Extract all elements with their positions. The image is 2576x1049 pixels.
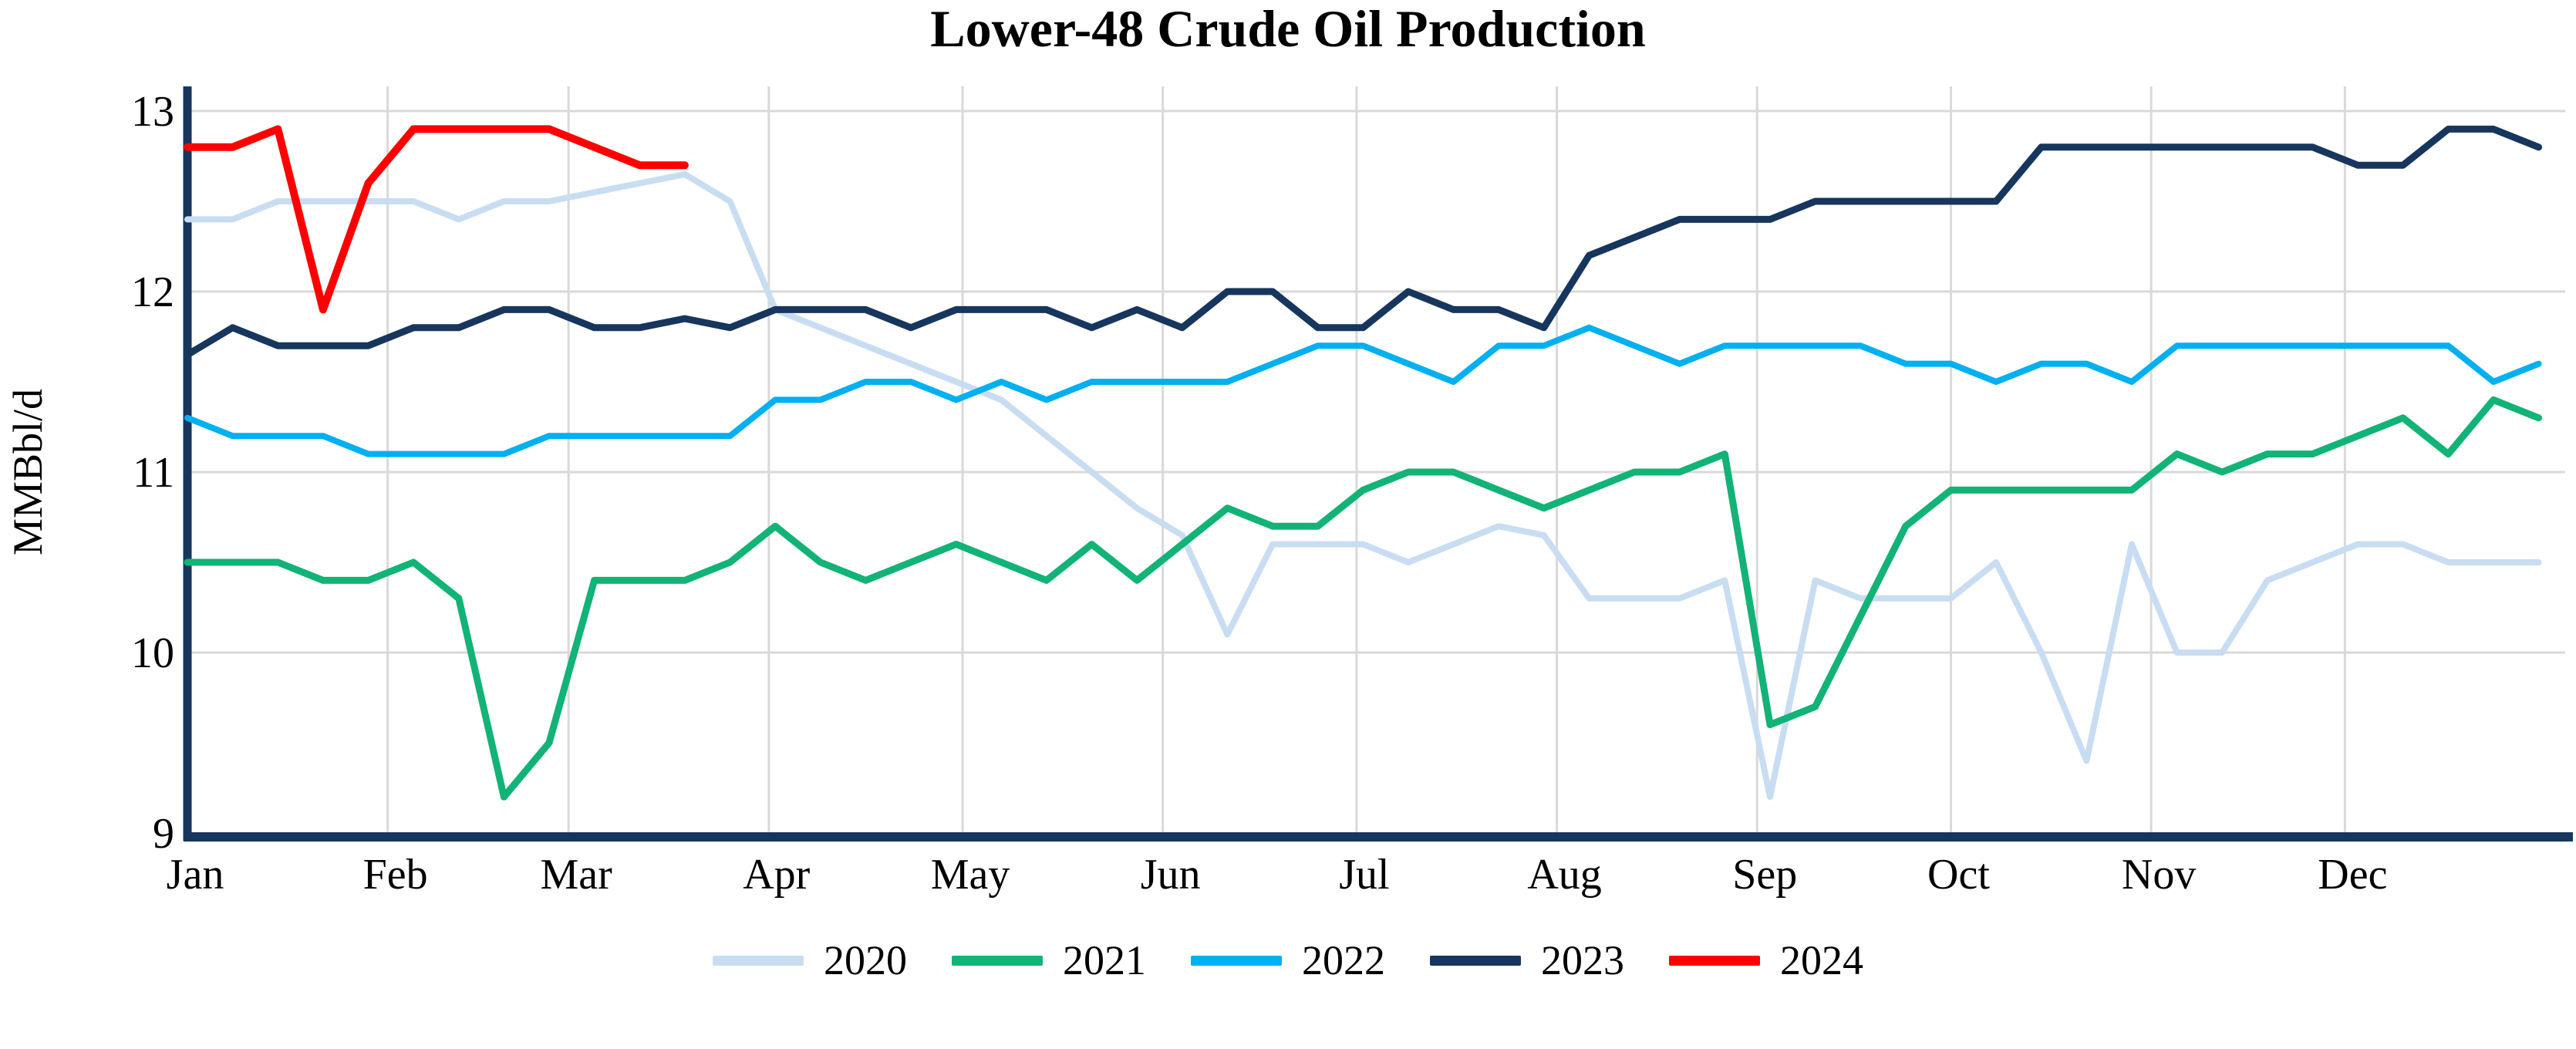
legend-swatch-2023 <box>1430 955 1521 966</box>
x-tick-aug: Aug <box>1527 851 1601 899</box>
legend-item-2022: 2022 <box>1191 939 1385 981</box>
y-tick-13: 13 <box>131 88 174 136</box>
legend-swatch-2021 <box>952 955 1043 966</box>
legend-label-2021: 2021 <box>1063 937 1146 983</box>
legend-item-2024: 2024 <box>1669 939 1863 981</box>
y-tick-12: 12 <box>131 268 174 316</box>
axes <box>183 86 2573 842</box>
series-line-2021 <box>184 396 2543 801</box>
y-tick-11: 11 <box>133 449 174 497</box>
x-tick-oct: Oct <box>1927 851 1990 899</box>
legend-label-2024: 2024 <box>1780 937 1863 983</box>
x-tick-apr: Apr <box>743 851 810 899</box>
y-axis-title: MMBbl/d <box>5 389 51 555</box>
chart-title: Lower-48 Crude Oil Production <box>930 0 1645 58</box>
legend-swatch-2020 <box>713 955 804 966</box>
y-tick-10: 10 <box>131 629 174 677</box>
legend-item-2021: 2021 <box>952 939 1146 981</box>
legend-label-2020: 2020 <box>824 937 907 983</box>
x-tick-may: May <box>931 851 1010 899</box>
series-line-2023 <box>184 125 2543 359</box>
series-line-2020 <box>184 170 2542 801</box>
series-line-2024 <box>184 125 689 314</box>
y-tick-9: 9 <box>153 810 174 858</box>
legend-swatch-2022 <box>1191 955 1282 966</box>
legend-swatch-2024 <box>1669 955 1760 966</box>
series-line-2022 <box>184 324 2542 457</box>
x-tick-jun: Jun <box>1141 851 1201 899</box>
legend-item-2023: 2023 <box>1430 939 1624 981</box>
x-tick-jan: Jan <box>167 851 224 899</box>
x-tick-nov: Nov <box>2122 851 2196 899</box>
gridlines <box>187 86 2565 833</box>
legend-item-2020: 2020 <box>713 939 907 981</box>
series-lines <box>184 125 2543 801</box>
legend-label-2022: 2022 <box>1302 937 1385 983</box>
x-tick-sep: Sep <box>1732 851 1797 899</box>
x-tick-feb: Feb <box>363 851 428 899</box>
x-tick-dec: Dec <box>2318 851 2387 899</box>
x-tick-jul: Jul <box>1339 851 1389 899</box>
x-tick-mar: Mar <box>540 851 612 899</box>
legend-label-2023: 2023 <box>1541 937 1624 983</box>
legend: 2020 2021 2022 2023 2024 <box>0 939 2576 981</box>
